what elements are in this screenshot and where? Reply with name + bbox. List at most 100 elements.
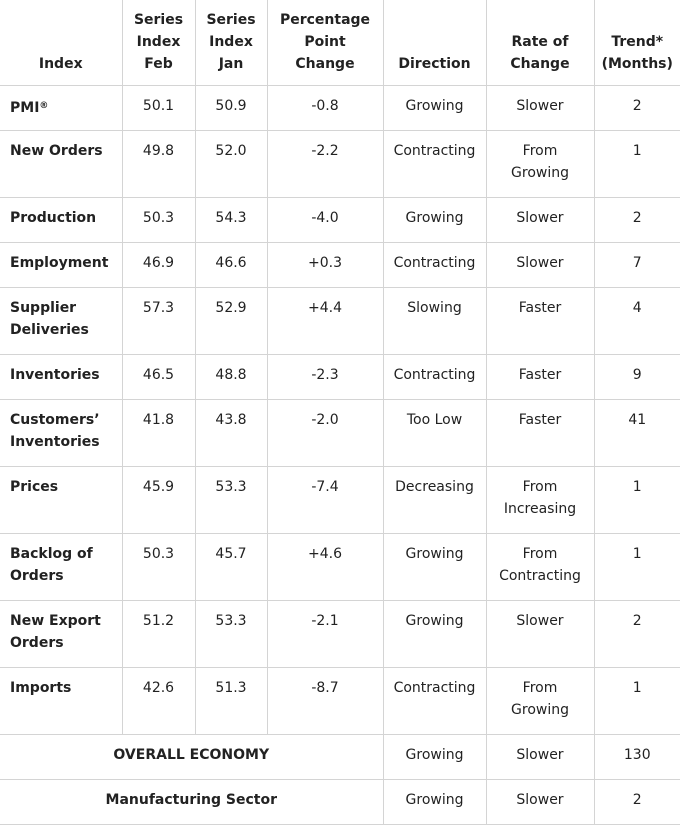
header-line: Point — [304, 34, 346, 50]
direction-cell: Growing — [382, 734, 487, 780]
jan-value-cell: 54.3 — [194, 197, 268, 243]
change-cell: -0.8 — [266, 85, 384, 131]
trend-cell: 4 — [593, 287, 680, 355]
trend-cell: 130 — [593, 734, 680, 780]
jan-value-cell: 46.6 — [194, 242, 268, 288]
direction-cell: Growing — [382, 600, 487, 668]
direction-cell: Contracting — [382, 242, 487, 288]
feb-value-cell: 50.1 — [121, 85, 196, 131]
header-line: Change — [295, 56, 355, 72]
header-feb: Series Index Feb — [121, 0, 196, 86]
feb-value-cell: 49.8 — [121, 130, 196, 198]
rate-cell: From Increasing — [485, 466, 595, 534]
header-line: Index — [209, 34, 253, 50]
table-row: Backlog of Orders 50.3 45.7 +4.6 Growing From C… — [0, 533, 680, 601]
rate-cell: From Growing — [485, 130, 595, 198]
direction-cell: Growing — [382, 197, 487, 243]
summary-name-cell: OVERALL ECONOMY — [0, 734, 384, 780]
direction-cell: Slowing — [382, 287, 487, 355]
trend-cell: 2 — [593, 85, 680, 131]
header-line: Series — [206, 12, 256, 28]
change-cell: -7.4 — [266, 466, 384, 534]
change-cell: +4.4 — [266, 287, 384, 355]
table-row: Employment 46.9 46.6 +0.3 Contracting Slower 7 — [0, 242, 680, 288]
table-row: Prices 45.9 53.3 -7.4 Decreasing From Increasi… — [0, 466, 680, 534]
index-name-cell: Prices — [0, 466, 123, 534]
jan-value-cell: 51.3 — [194, 667, 268, 735]
table-row: PMI® 50.1 50.9 -0.8 Growing Slower 2 — [0, 85, 680, 131]
trend-cell: 41 — [593, 399, 680, 467]
rate-cell: Faster — [485, 399, 595, 467]
header-row: Index Series Index Feb Series Index Jan Perc… — [0, 0, 680, 86]
header-line: Feb — [144, 56, 173, 72]
header-direction: Direction — [382, 0, 487, 86]
feb-value-cell: 42.6 — [121, 667, 196, 735]
summary-row: OVERALL ECONOMY Growing Slower 130 — [0, 734, 680, 780]
table-row: Inventories 46.5 48.8 -2.3 Contracting Faster… — [0, 354, 680, 400]
trend-cell: 1 — [593, 466, 680, 534]
feb-value-cell: 46.5 — [121, 354, 196, 400]
change-cell: -2.3 — [266, 354, 384, 400]
header-line: Percentage — [279, 12, 371, 28]
index-name-cell: Inventories — [0, 354, 123, 400]
rate-cell: From Contracting — [485, 533, 595, 601]
feb-value-cell: 57.3 — [121, 287, 196, 355]
jan-value-cell: 43.8 — [194, 399, 268, 467]
direction-cell: Decreasing — [382, 466, 487, 534]
table-row: Imports 42.6 51.3 -8.7 Contracting From Growin… — [0, 667, 680, 735]
rate-cell: Faster — [485, 354, 595, 400]
rate-cell: Slower — [485, 242, 595, 288]
index-name-cell: PMI® — [0, 85, 123, 131]
direction-cell: Growing — [382, 85, 487, 131]
trend-cell: 1 — [593, 533, 680, 601]
change-cell: -2.0 — [266, 399, 384, 467]
index-name-cell: Employment — [0, 242, 123, 288]
table-row: Supplier Deliveries 57.3 52.9 +4.4 Slowing Fas… — [0, 287, 680, 355]
change-cell: +0.3 — [266, 242, 384, 288]
table-body: PMI® 50.1 50.9 -0.8 Growing Slower 2 New Orders… — [0, 85, 680, 825]
header-line: Index — [136, 34, 181, 50]
header-line: Change — [510, 56, 570, 72]
table-row: Production 50.3 54.3 -4.0 Growing Slower 2 — [0, 197, 680, 243]
summary-name-cell: Manufacturing Sector — [0, 779, 384, 825]
jan-value-cell: 52.9 — [194, 287, 268, 355]
table-row: New Export Orders 51.2 53.3 -2.1 Growing Slowe… — [0, 600, 680, 668]
change-cell: -4.0 — [266, 197, 384, 243]
header-line: (Months) — [601, 56, 673, 72]
trend-cell: 1 — [593, 667, 680, 735]
index-name-cell: Imports — [0, 667, 123, 735]
jan-value-cell: 53.3 — [194, 600, 268, 668]
trend-cell: 2 — [593, 600, 680, 668]
change-cell: -8.7 — [266, 667, 384, 735]
feb-value-cell: 46.9 — [121, 242, 196, 288]
direction-cell: Growing — [382, 533, 487, 601]
index-name-cell: Supplier Deliveries — [0, 287, 123, 355]
header-jan: Series Index Jan — [194, 0, 268, 86]
rate-cell: Slower — [485, 85, 595, 131]
header-change: Percentage Point Change — [266, 0, 384, 86]
header-line: Jan — [218, 56, 244, 72]
header-index: Index — [0, 0, 123, 86]
rate-cell: Slower — [485, 600, 595, 668]
rate-cell: From Growing — [485, 667, 595, 735]
feb-value-cell: 50.3 — [121, 533, 196, 601]
trend-cell: 9 — [593, 354, 680, 400]
summary-row: Manufacturing Sector Growing Slower 2 — [0, 779, 680, 825]
trend-cell: 1 — [593, 130, 680, 198]
jan-value-cell: 48.8 — [194, 354, 268, 400]
change-cell: -2.1 — [266, 600, 384, 668]
index-name-cell: Production — [0, 197, 123, 243]
header-line: Series — [133, 12, 184, 28]
jan-value-cell: 45.7 — [194, 533, 268, 601]
trend-cell: 7 — [593, 242, 680, 288]
direction-cell: Too Low — [382, 399, 487, 467]
header-line: Rate of — [511, 34, 569, 50]
registered-mark: ® — [39, 101, 49, 111]
feb-value-cell: 50.3 — [121, 197, 196, 243]
rate-cell: Slower — [485, 779, 595, 825]
index-name-cell: New Export Orders — [0, 600, 123, 668]
table-row: New Orders 49.8 52.0 -2.2 Contracting From Gro… — [0, 130, 680, 198]
index-name-cell: Backlog of Orders — [0, 533, 123, 601]
rate-cell: Faster — [485, 287, 595, 355]
